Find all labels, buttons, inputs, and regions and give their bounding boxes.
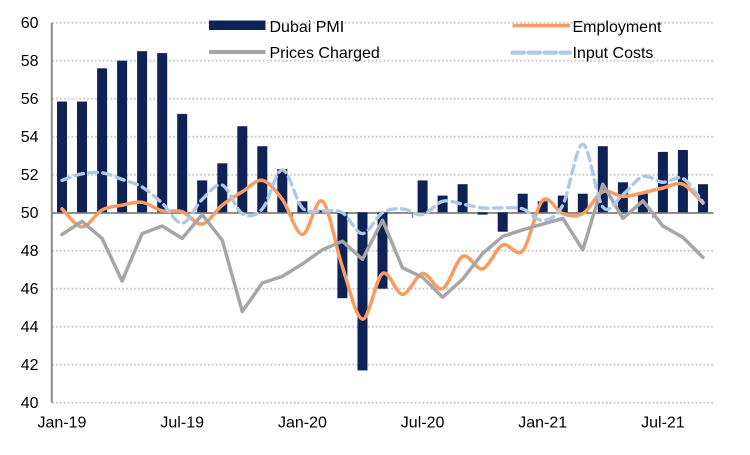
svg-text:Dubai PMI: Dubai PMI [270,19,345,36]
svg-text:46: 46 [21,281,39,298]
svg-text:Jul-19: Jul-19 [160,414,204,431]
svg-text:48: 48 [21,243,39,260]
svg-text:Jul-20: Jul-20 [401,414,445,431]
svg-text:40: 40 [21,395,39,412]
svg-text:Employment: Employment [573,19,662,36]
svg-text:52: 52 [21,167,39,184]
svg-text:58: 58 [21,53,39,70]
svg-text:Jan-20: Jan-20 [278,414,327,431]
svg-text:56: 56 [21,91,39,108]
svg-text:Jan-19: Jan-19 [38,414,87,431]
svg-text:Jul-21: Jul-21 [641,414,685,431]
svg-text:Input Costs: Input Costs [573,45,654,62]
svg-text:60: 60 [21,15,39,32]
svg-text:50: 50 [21,205,39,222]
svg-text:44: 44 [21,319,39,336]
svg-text:42: 42 [21,357,39,374]
svg-text:Prices Charged: Prices Charged [270,45,380,62]
svg-text:Jan-21: Jan-21 [518,414,567,431]
svg-text:54: 54 [21,129,39,146]
